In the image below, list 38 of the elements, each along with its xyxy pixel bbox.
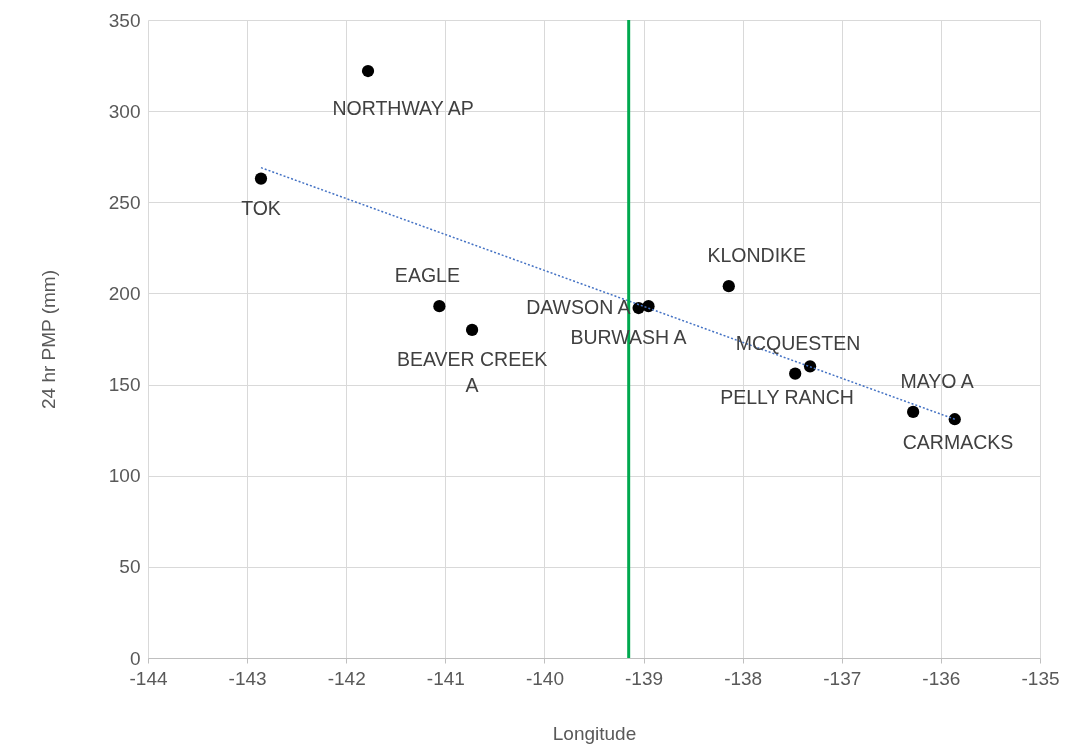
annotation: PELLY RANCH [720, 385, 854, 408]
point [254, 172, 268, 185]
annotation: BEAVER CREEK A [396, 347, 548, 396]
point [465, 323, 479, 336]
y-tick-label: 200 [108, 282, 141, 304]
annotation: TOK [241, 196, 281, 219]
y-tick-label: 150 [108, 374, 141, 396]
y-tick-label: 250 [108, 191, 141, 213]
x-tick-label: -138 [724, 667, 763, 689]
x-tick-label: -139 [625, 667, 664, 689]
x-axis-title: Longitude [552, 722, 637, 744]
annotation: NORTHWAY AP [332, 97, 474, 120]
x-tick-label: -136 [922, 667, 961, 689]
y-tick-label: 350 [108, 9, 141, 31]
point [803, 360, 817, 373]
y-tick-label: 100 [108, 465, 141, 487]
point [433, 300, 446, 313]
point [948, 413, 961, 426]
annotation: MAYO A [900, 369, 974, 392]
point [642, 300, 655, 313]
y-tick-label: 0 [129, 647, 141, 669]
y-tick-label: 50 [119, 556, 141, 578]
annotation: EAGLE [394, 264, 460, 287]
x-tick-label: -137 [823, 667, 862, 689]
x-tick-label: -140 [525, 667, 564, 689]
x-tick-label: -135 [1021, 667, 1060, 689]
x-tick-label: -142 [327, 667, 366, 689]
x-tick-label: -141 [426, 667, 465, 689]
point [789, 367, 802, 380]
point [907, 405, 920, 419]
annotation: KLONDIKE [707, 244, 807, 267]
point [722, 280, 735, 293]
point [361, 64, 375, 78]
y-tick-label: 300 [108, 100, 141, 122]
y-axis-title: 24 hr PMP (mm) [37, 269, 59, 410]
x-tick-label: -143 [228, 667, 267, 689]
x-tick-label: -144 [129, 667, 168, 689]
annotation: CARMACKS [902, 431, 1014, 454]
